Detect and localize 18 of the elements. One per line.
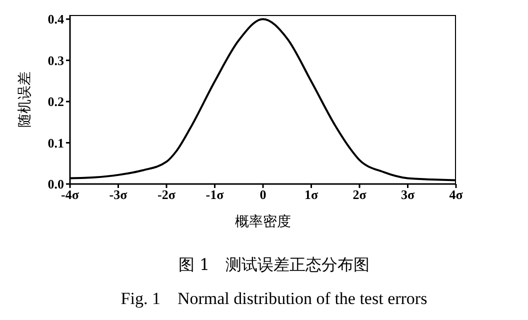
y-tick-label: 0.0 (48, 176, 64, 192)
x-tick-label: -3σ (109, 187, 128, 202)
x-tick-label: 3σ (400, 187, 415, 202)
x-tick-label: -1σ (206, 187, 224, 202)
x-tick-label: 1σ (304, 187, 318, 202)
caption: 图 1 测试误差正态分布图 (177, 254, 371, 276)
x-tick-label: 4σ (449, 187, 463, 202)
y-tick-label: 0.3 (48, 52, 64, 68)
x-tick-label: -4σ (61, 187, 79, 202)
y-axis-title: 随机误差 (16, 72, 33, 128)
x-tick-label: 0 (260, 187, 266, 202)
x-tick-label: 2σ (352, 187, 366, 202)
x-axis-title: 概率密度 (235, 214, 291, 230)
y-tick-label: 0.2 (48, 94, 64, 110)
caption: Fig. 1 Normal distribution of the test errors (120, 288, 428, 310)
x-tick-label: -2σ (158, 187, 176, 202)
y-tick-label: 0.4 (48, 12, 64, 27)
y-tick-label: 0.1 (48, 135, 64, 150)
